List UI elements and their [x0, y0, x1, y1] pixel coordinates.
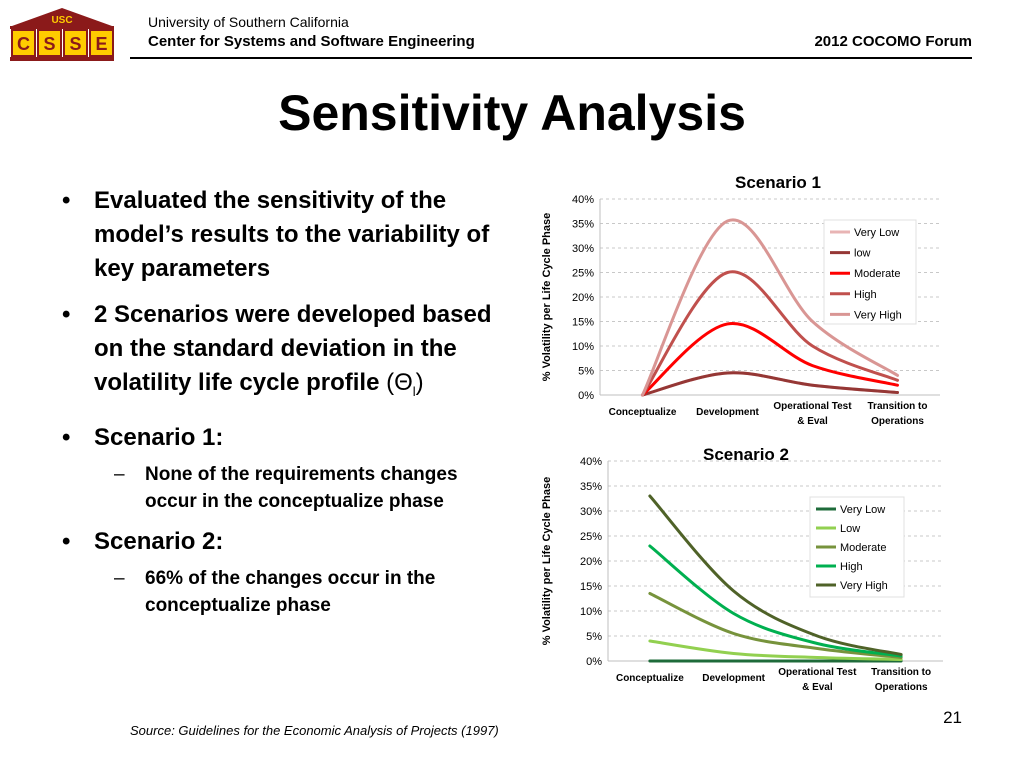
legend-label: Low	[840, 523, 860, 535]
bullet-dot-icon: •	[62, 423, 71, 451]
y-tick-label: 20%	[580, 556, 602, 568]
legend-label: Very High	[854, 309, 902, 321]
svg-text:E: E	[95, 34, 107, 54]
page-number: 21	[943, 708, 962, 727]
legend-label: High	[840, 561, 863, 573]
svg-text:S: S	[69, 34, 81, 54]
bullet-dot-icon: •	[62, 301, 71, 328]
chart-title: Scenario 1	[735, 173, 821, 192]
legend-label: Very Low	[854, 227, 899, 239]
bullet-item: • Evaluated the sensitivity of the model…	[56, 184, 506, 286]
scenario-1-chart: Scenario 1 % Volatility per Life Cycle Ph…	[541, 173, 940, 427]
y-tick-label: 40%	[572, 194, 594, 206]
y-tick-label: 0%	[578, 390, 594, 402]
legend-label: Very High	[840, 580, 888, 592]
bullet-dot-icon: •	[62, 527, 71, 555]
y-tick-label: 20%	[572, 292, 594, 304]
svg-text:C: C	[17, 34, 30, 54]
sub-bullet-text: 66% of the changes occur in the conceptu…	[145, 567, 436, 616]
bullet-text: 2 Scenarios were developed based on the …	[94, 301, 492, 396]
y-tick-label: 35%	[580, 481, 602, 493]
bullet-text: Scenario 1:	[94, 423, 224, 451]
y-tick-label: 15%	[580, 581, 602, 593]
scenario-2-chart: Scenario 2 % Volatility per Life Cycle Ph…	[541, 445, 943, 693]
legend-label: Moderate	[840, 542, 886, 554]
y-tick-label: 10%	[572, 341, 594, 353]
series-line	[641, 371, 899, 397]
y-tick-label: 40%	[580, 456, 602, 468]
university-name: University of Southern California	[148, 14, 349, 30]
x-tick-label: Transition to Operations	[868, 401, 928, 427]
bullet-item: • 2 Scenarios were developed based on th…	[56, 298, 506, 409]
svg-text:USC: USC	[51, 15, 72, 26]
legend-label: Very Low	[840, 504, 885, 516]
x-tick-label: Conceptualize	[609, 407, 677, 418]
center-name: Center for Systems and Software Engineer…	[148, 33, 475, 50]
y-tick-label: 0%	[586, 656, 602, 668]
x-tick-label: Development	[696, 407, 759, 418]
y-tick-label: 35%	[572, 219, 594, 231]
y-tick-label: 5%	[578, 366, 594, 378]
sub-bullet-item: – None of the requirements changes occur…	[56, 461, 506, 515]
svg-text:S: S	[43, 34, 55, 54]
x-tick-label: Operational Test & Eval	[773, 401, 852, 427]
sub-bullet-text: None of the requirements changes occur i…	[145, 463, 458, 512]
dash-icon: –	[114, 463, 125, 485]
series-line	[641, 218, 899, 397]
bullet-text: Scenario 2:	[94, 527, 224, 555]
bullet-item: • Scenario 2:	[56, 525, 506, 559]
legend-label: High	[854, 289, 877, 301]
bullet-dot-icon: •	[62, 187, 71, 214]
y-tick-label: 15%	[572, 317, 594, 329]
y-tick-label: 30%	[580, 506, 602, 518]
y-tick-label: 25%	[580, 531, 602, 543]
y-tick-label: 10%	[580, 606, 602, 618]
series-line	[648, 592, 903, 659]
forum-name: 2012 COCOMO Forum	[814, 33, 972, 50]
header-divider	[130, 57, 972, 59]
y-tick-label: 5%	[586, 631, 602, 643]
y-axis-label: % Volatility per Life Cycle Phase	[541, 213, 553, 382]
legend-label: low	[854, 248, 871, 260]
y-tick-label: 25%	[572, 268, 594, 280]
series-line	[641, 270, 899, 397]
series-line	[648, 639, 903, 661]
usc-csse-logo: USC C S S E	[10, 8, 114, 61]
y-tick-label: 30%	[572, 243, 594, 255]
x-tick-label: Conceptualize	[616, 673, 684, 684]
bullet-list: • Evaluated the sensitivity of the model…	[56, 184, 506, 629]
chart-title: Scenario 2	[703, 445, 789, 464]
x-tick-label: Development	[702, 673, 765, 684]
y-axis-label: % Volatility per Life Cycle Phase	[541, 477, 553, 646]
dash-icon: –	[114, 567, 125, 589]
theta-symbol: (Θl)	[386, 369, 424, 399]
legend-label: Moderate	[854, 268, 900, 280]
series-line	[648, 494, 903, 656]
x-tick-label: Operational Test & Eval	[778, 667, 857, 693]
source-citation: Source: Guidelines for the Economic Anal…	[130, 723, 499, 738]
x-tick-label: Transition to Operations	[871, 667, 931, 693]
series-line	[641, 322, 899, 397]
bullet-item: • Scenario 1:	[56, 421, 506, 455]
series-line	[648, 544, 903, 658]
slide-title: Sensitivity Analysis	[278, 85, 746, 141]
sub-bullet-item: – 66% of the changes occur in the concep…	[56, 565, 506, 619]
bullet-text: Evaluated the sensitivity of the model’s…	[94, 187, 490, 282]
